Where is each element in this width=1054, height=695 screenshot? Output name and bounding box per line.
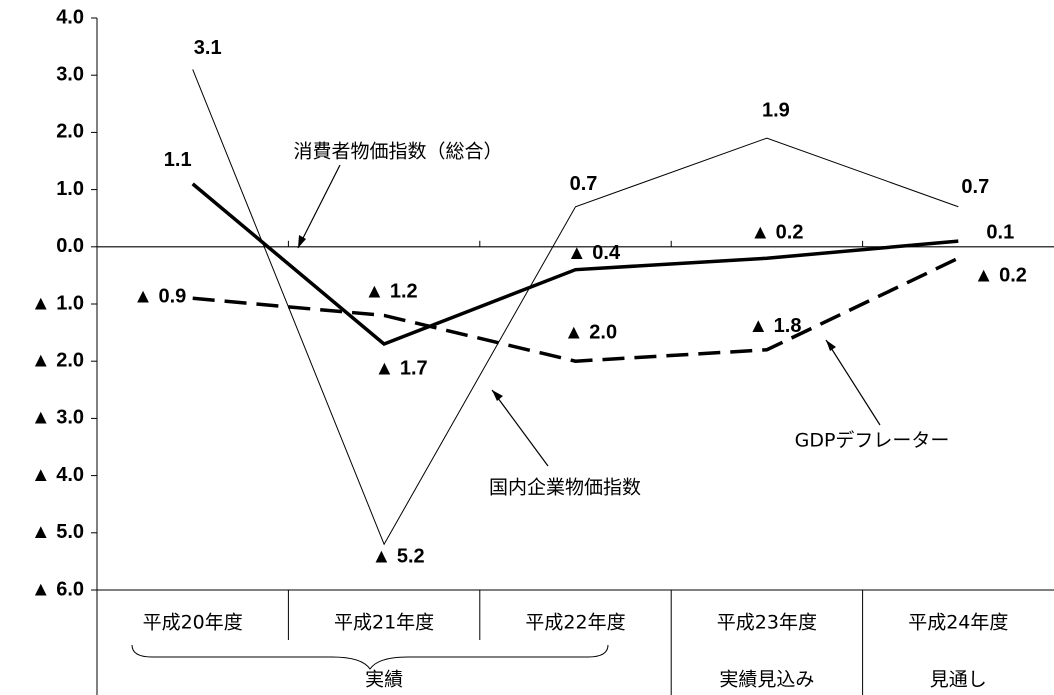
y-tick-label: 1.0: [56, 178, 84, 200]
y-tick-label: ▲ 5.0: [31, 521, 84, 543]
data-label: ▲ 5.2: [372, 546, 425, 568]
data-label: 1.9: [762, 99, 790, 121]
series-name: 国内企業物価指数: [489, 477, 641, 499]
arrow-head: [298, 235, 306, 248]
data-label: ▲ 1.2: [365, 281, 418, 303]
group-label: 実績: [365, 669, 403, 691]
data-label: ▲ 0.2: [750, 222, 803, 244]
arrow-head: [826, 340, 836, 351]
annotation-arrow: [825, 339, 881, 426]
x-tick-label: 平成23年度: [717, 612, 817, 634]
data-label: ▲ 2.0: [564, 321, 617, 343]
x-tick-label: 平成24年度: [908, 612, 1008, 634]
y-tick-label: ▲ 6.0: [31, 578, 84, 600]
data-label: ▲ 0.2: [974, 265, 1027, 287]
annotation-arrow: [297, 164, 341, 249]
data-label: 3.1: [194, 37, 222, 59]
series-name: 消費者物価指数（総合）: [293, 141, 502, 163]
series-name: GDPデフレーター: [795, 430, 950, 452]
data-label: ▲ 0.9: [133, 286, 186, 308]
data-label: 0.7: [570, 173, 598, 195]
data-label: 1.1: [164, 149, 192, 171]
y-tick-label: 4.0: [56, 6, 84, 28]
group-label: 見通し: [930, 669, 987, 691]
data-label: ▲ 0.4: [567, 242, 621, 264]
data-label: 0.1: [986, 221, 1014, 243]
y-tick-label: ▲ 3.0: [31, 407, 84, 429]
x-tick-label: 平成21年度: [334, 612, 434, 634]
x-tick-label: 平成20年度: [143, 612, 243, 634]
data-label: ▲ 1.8: [748, 315, 801, 337]
series-line: [191, 182, 959, 347]
group-brace: [131, 644, 609, 670]
y-tick-label: ▲ 2.0: [31, 349, 84, 371]
y-tick-label: 3.0: [56, 63, 84, 85]
y-tick-label: ▲ 1.0: [31, 292, 84, 314]
annotation-arrow: [491, 389, 549, 467]
group-label: 実績見込み: [719, 669, 814, 691]
data-label: ▲ 1.7: [375, 357, 428, 379]
series-line: [192, 256, 960, 363]
y-tick-label: ▲ 4.0: [31, 464, 84, 486]
y-tick-label: 2.0: [56, 121, 84, 143]
data-label: 0.7: [961, 176, 989, 198]
arrow-head: [492, 390, 503, 401]
x-tick-label: 平成22年度: [525, 612, 625, 634]
series-line: [192, 69, 959, 546]
y-tick-label: 0.0: [56, 235, 84, 257]
